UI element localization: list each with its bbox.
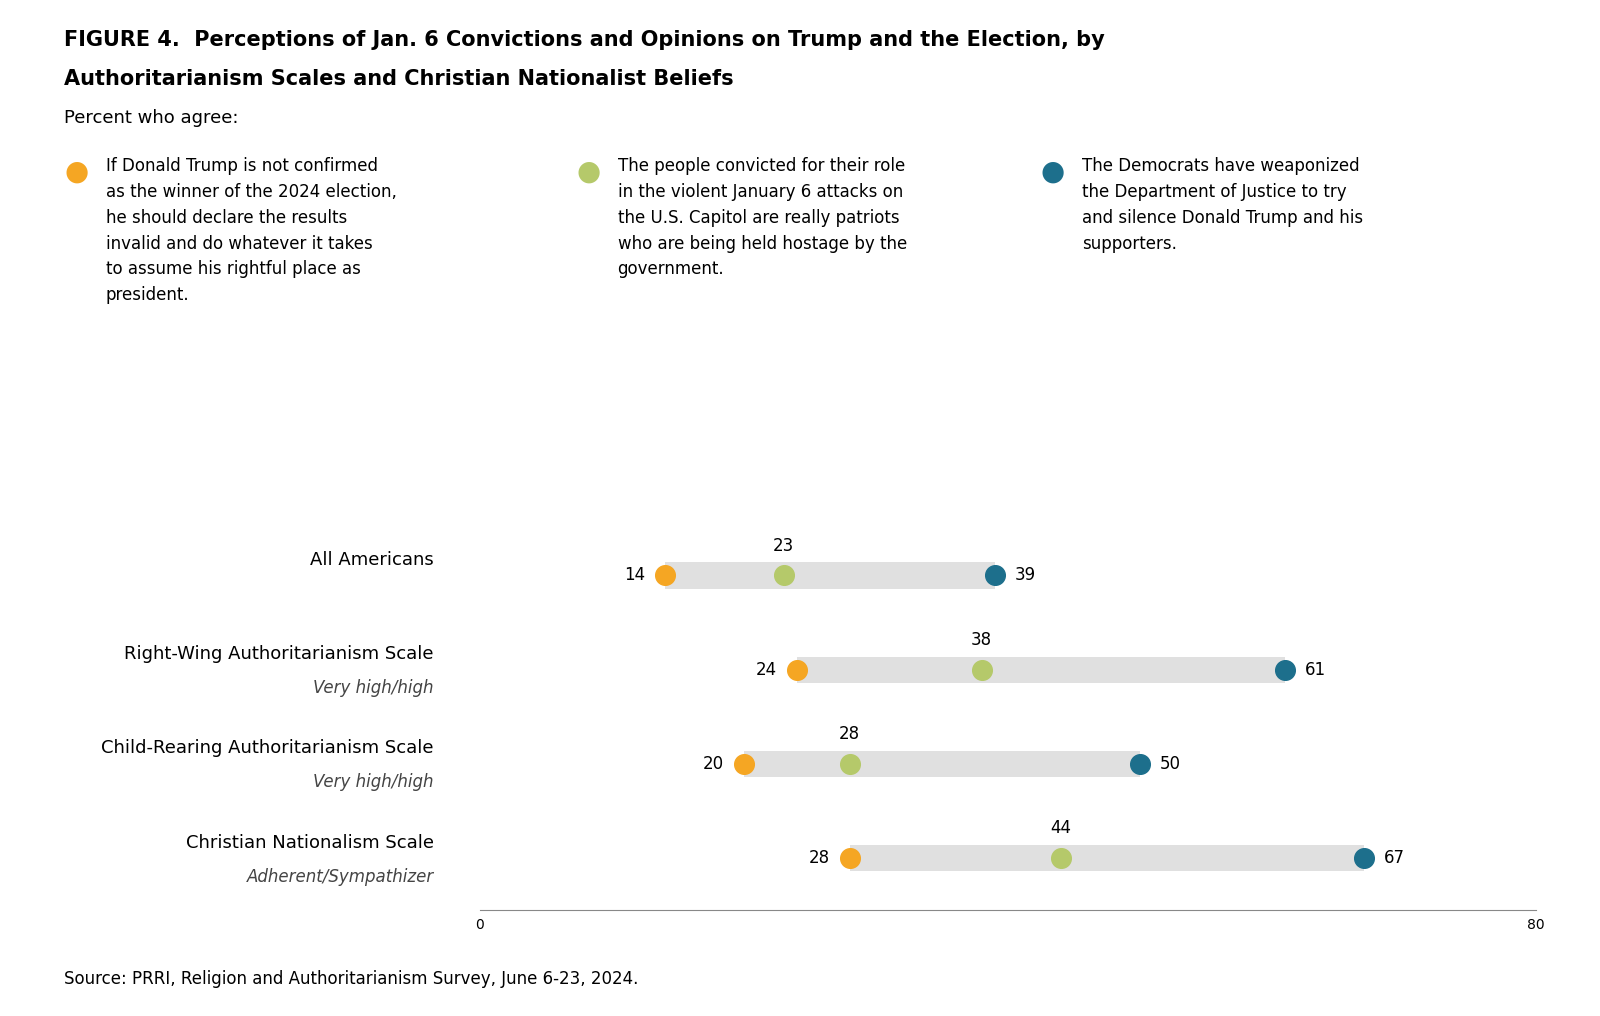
Text: All Americans: All Americans [310,551,434,569]
Text: 24: 24 [755,660,778,679]
Text: Source: PRRI, Religion and Authoritarianism Survey, June 6-23, 2024.: Source: PRRI, Religion and Authoritarian… [64,969,638,988]
Text: The Democrats have weaponized
the Department of Justice to try
and silence Donal: The Democrats have weaponized the Depart… [1082,157,1363,253]
Text: The people convicted for their role
in the violent January 6 attacks on
the U.S.: The people convicted for their role in t… [618,157,907,278]
Text: Child-Rearing Authoritarianism Scale: Child-Rearing Authoritarianism Scale [101,740,434,757]
Bar [666,562,995,588]
Text: 23: 23 [773,536,794,555]
Text: 61: 61 [1306,660,1326,679]
Text: 28: 28 [838,725,861,744]
Point [771,567,797,583]
Text: Christian Nationalism Scale: Christian Nationalism Scale [186,833,434,851]
Text: Right-Wing Authoritarianism Scale: Right-Wing Authoritarianism Scale [125,645,434,663]
Point [837,756,862,772]
Point [837,850,862,867]
Text: 50: 50 [1160,755,1181,773]
Point [1272,661,1298,678]
Text: ●: ● [576,157,600,186]
Text: 28: 28 [808,849,830,868]
Point [653,567,678,583]
Text: 39: 39 [1014,567,1035,584]
Text: ●: ● [64,157,88,186]
Bar [797,656,1285,683]
Point [1352,850,1378,867]
Point [1126,756,1152,772]
Point [731,756,757,772]
Bar [744,751,1139,777]
Text: 14: 14 [624,567,645,584]
Text: Very high/high: Very high/high [314,679,434,697]
Point [1048,850,1074,867]
Text: If Donald Trump is not confirmed
as the winner of the 2024 election,
he should d: If Donald Trump is not confirmed as the … [106,157,397,304]
Point [970,661,995,678]
Text: 67: 67 [1384,849,1405,868]
Text: FIGURE 4.  Perceptions of Jan. 6 Convictions and Opinions on Trump and the Elect: FIGURE 4. Perceptions of Jan. 6 Convicti… [64,30,1104,51]
Text: 44: 44 [1050,820,1072,837]
Point [982,567,1008,583]
Text: Authoritarianism Scales and Christian Nationalist Beliefs: Authoritarianism Scales and Christian Na… [64,69,734,89]
Text: Very high/high: Very high/high [314,773,434,791]
Point [784,661,810,678]
Text: 20: 20 [702,755,725,773]
Text: ●: ● [1040,157,1064,186]
Text: 38: 38 [971,631,992,649]
Text: Percent who agree:: Percent who agree: [64,109,238,127]
Text: Adherent/Sympathizer: Adherent/Sympathizer [246,868,434,886]
Bar [850,845,1365,872]
